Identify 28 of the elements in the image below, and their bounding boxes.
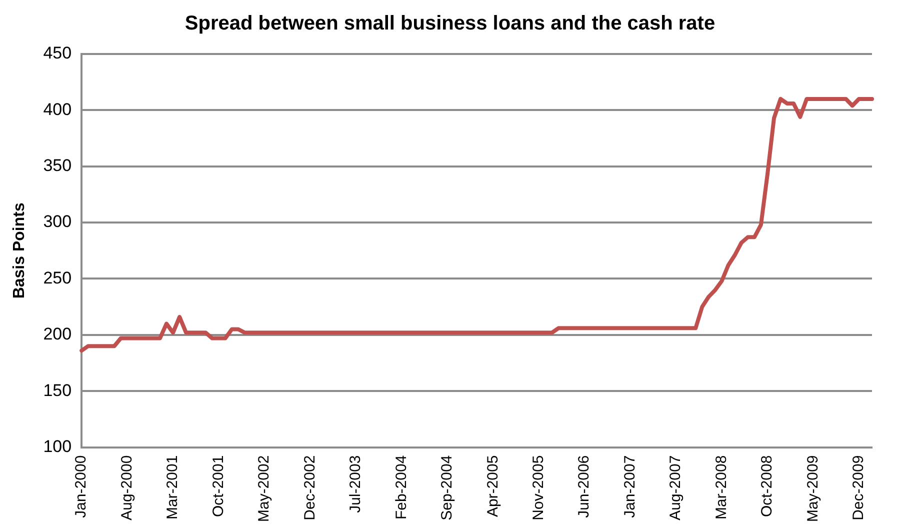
x-tick-label: Oct-2008: [758, 455, 776, 517]
y-axis-title: Basis Points: [11, 202, 28, 299]
y-tick-label: 300: [43, 212, 72, 232]
x-tick-label: May-2002: [256, 455, 273, 522]
x-tick-label: Aug-2007: [667, 455, 684, 520]
x-tick-label: Nov-2005: [530, 455, 547, 520]
y-tick-label: 200: [43, 324, 72, 344]
y-tick-label: 450: [43, 44, 72, 63]
x-tick-label: Oct-2001: [210, 455, 227, 517]
x-tick-label: Jan-2007: [621, 455, 638, 518]
y-tick-label: 100: [43, 436, 72, 456]
x-tick-label: Apr-2005: [484, 455, 502, 518]
x-tick-label: Dec-2009: [850, 455, 868, 520]
x-tick-label: Sep-2004: [438, 455, 456, 520]
y-tick-label: 250: [43, 268, 72, 288]
y-tick-label: 350: [43, 156, 72, 176]
x-tick-label: Feb-2004: [392, 455, 410, 520]
x-tick-label: Jun-2006: [576, 455, 593, 518]
y-tick-label: 400: [43, 100, 72, 119]
x-tick-label: Aug-2000: [118, 455, 136, 520]
x-tick-label: Mar-2001: [164, 455, 182, 520]
x-tick-label: Dec-2002: [301, 455, 318, 520]
x-tick-label: Jan-2000: [72, 455, 90, 518]
chart-title: Spread between small business loans and the cash rate: [184, 12, 716, 35]
x-tick-label: Jul-2003: [347, 455, 364, 513]
x-tick-label: Mar-2008: [712, 455, 730, 520]
x-tick-label: May-2009: [804, 455, 822, 522]
y-tick-label: 150: [43, 380, 72, 400]
